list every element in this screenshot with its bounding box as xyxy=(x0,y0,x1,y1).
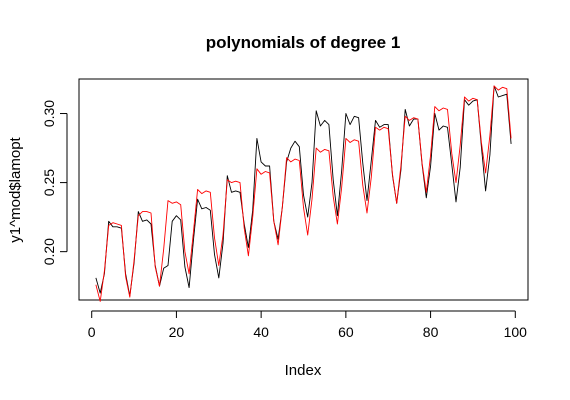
series-line-2 xyxy=(95,85,512,302)
y-tick-label: 0.30 xyxy=(41,100,57,127)
series-lines xyxy=(95,85,512,302)
plot-frame xyxy=(78,78,529,301)
x-tick-label: 20 xyxy=(169,324,185,340)
series-line-1 xyxy=(95,85,512,297)
chart-title: polynomials of degree 1 xyxy=(206,33,401,52)
x-tick-label: 40 xyxy=(253,324,269,340)
x-tick-label: 80 xyxy=(423,324,439,340)
x-axis: 0 20 40 60 80 100 xyxy=(88,310,528,340)
x-tick-label: 100 xyxy=(504,324,528,340)
y-axis-label: y1^mod$lamopt xyxy=(7,136,24,242)
y-axis: 0.20 0.25 0.30 xyxy=(41,100,68,265)
x-tick-label: 60 xyxy=(338,324,354,340)
y-tick-label: 0.20 xyxy=(41,238,57,265)
y-tick-label: 0.25 xyxy=(41,169,57,196)
x-axis-label: Index xyxy=(285,362,322,379)
x-tick-label: 0 xyxy=(88,324,96,340)
